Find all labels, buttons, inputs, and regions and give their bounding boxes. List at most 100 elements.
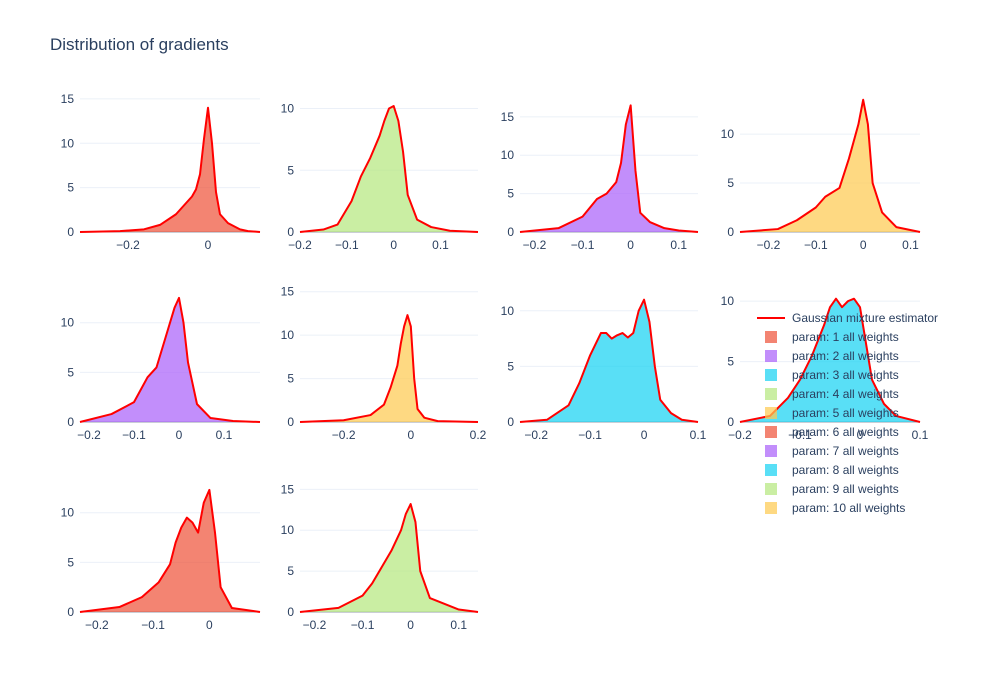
x-tick-label: 0 xyxy=(857,428,864,442)
legend-label: param: 2 all weights xyxy=(792,349,899,363)
y-tick-label: 10 xyxy=(721,294,735,308)
x-tick-label: −0.2 xyxy=(85,618,109,632)
y-tick-label: 0 xyxy=(67,605,74,619)
x-tick-label: −0.1 xyxy=(335,238,359,252)
y-tick-label: 10 xyxy=(501,148,515,162)
x-tick-label: −0.1 xyxy=(804,238,828,252)
estimator-line xyxy=(299,314,479,423)
histogram-area xyxy=(520,299,698,422)
legend-item[interactable]: param: 4 all weights xyxy=(765,387,899,401)
histogram-area xyxy=(80,107,260,232)
legend-color-swatch xyxy=(765,350,777,362)
y-tick-label: 0 xyxy=(727,415,734,429)
chart-title: Distribution of gradients xyxy=(50,35,229,54)
subplot-4: 0 5 10 −0.2 −0.1 0 0.1 xyxy=(721,98,921,252)
legend-item[interactable]: param: 1 all weights xyxy=(765,330,899,344)
legend: Gaussian mixture estimator param: 1 all w… xyxy=(757,311,938,515)
y-tick-label: 5 xyxy=(67,555,74,569)
y-tick-label: 10 xyxy=(501,304,515,318)
subplot-1: 0 5 10 15 −0.2 0 xyxy=(61,92,261,252)
y-tick-label: 15 xyxy=(281,285,295,299)
estimator-line xyxy=(79,106,261,233)
legend-item[interactable]: param: 9 all weights xyxy=(765,482,899,496)
histogram-area xyxy=(740,99,920,232)
estimator-line xyxy=(739,98,921,233)
histogram-area xyxy=(740,298,920,422)
x-tick-label: 0.1 xyxy=(690,428,707,442)
histogram-area xyxy=(300,106,478,232)
legend-item[interactable]: param: 7 all weights xyxy=(765,444,899,458)
legend-color-swatch xyxy=(765,331,777,343)
legend-item[interactable]: param: 10 all weights xyxy=(765,501,905,515)
y-tick-label: 5 xyxy=(287,372,294,386)
legend-item[interactable]: param: 6 all weights xyxy=(765,425,899,439)
x-tick-label: 0.2 xyxy=(470,428,487,442)
x-tick-label: 0 xyxy=(176,428,183,442)
estimator-line xyxy=(519,298,699,423)
x-tick-label: −0.1 xyxy=(578,428,602,442)
y-tick-label: 5 xyxy=(507,187,514,201)
x-tick-label: −0.1 xyxy=(571,238,595,252)
subplot-9: 0 5 10 −0.2 −0.1 0 xyxy=(61,488,261,632)
subplot-3: 0 5 10 15 −0.2 −0.1 0 0.1 xyxy=(501,104,699,252)
legend-item[interactable]: param: 5 all weights xyxy=(765,406,899,420)
y-tick-label: 10 xyxy=(281,523,295,537)
x-tick-label: 0 xyxy=(860,238,867,252)
y-tick-label: 0 xyxy=(507,225,514,239)
x-tick-label: 0 xyxy=(205,238,212,252)
x-tick-label: −0.2 xyxy=(757,238,781,252)
y-tick-label: 0 xyxy=(727,225,734,239)
legend-label: param: 4 all weights xyxy=(792,387,899,401)
legend-color-swatch xyxy=(765,407,777,419)
legend-color-swatch xyxy=(765,369,777,381)
subplot-10: 0 5 10 15 −0.2 −0.1 0 0.1 xyxy=(281,482,479,632)
x-tick-label: 0 xyxy=(390,238,397,252)
x-tick-label: −0.2 xyxy=(303,618,327,632)
legend-label: param: 1 all weights xyxy=(792,330,899,344)
legend-item[interactable]: param: 2 all weights xyxy=(765,349,899,363)
x-tick-label: 0.1 xyxy=(670,238,687,252)
x-tick-label: −0.1 xyxy=(122,428,146,442)
x-tick-label: −0.1 xyxy=(351,618,375,632)
estimator-line xyxy=(299,503,479,613)
legend-label: param: 7 all weights xyxy=(792,444,899,458)
x-tick-label: −0.1 xyxy=(141,618,165,632)
y-tick-label: 0 xyxy=(287,225,294,239)
legend-label: Gaussian mixture estimator xyxy=(792,311,938,325)
legend-color-swatch xyxy=(765,483,777,495)
legend-color-swatch xyxy=(765,464,777,476)
x-tick-label: 0.1 xyxy=(432,238,449,252)
y-tick-label: 15 xyxy=(281,482,295,496)
subplot-2: 0 5 10 −0.2 −0.1 0 0.1 xyxy=(281,102,479,252)
y-tick-label: 5 xyxy=(727,176,734,190)
legend-item[interactable]: param: 3 all weights xyxy=(765,368,899,382)
x-tick-label: 0 xyxy=(627,238,634,252)
estimator-line xyxy=(739,297,921,423)
y-tick-label: 0 xyxy=(287,415,294,429)
y-tick-label: 10 xyxy=(61,316,75,330)
y-tick-label: 0 xyxy=(67,225,74,239)
y-tick-label: 10 xyxy=(61,506,75,520)
estimator-line xyxy=(519,104,699,233)
x-tick-label: −0.2 xyxy=(524,428,548,442)
histogram-area xyxy=(300,504,478,612)
subplot-7: 0 5 10 −0.2 −0.1 0 0.1 xyxy=(501,298,707,442)
subplot-5: 0 5 10 −0.2 −0.1 0 0.1 xyxy=(61,296,261,442)
subplot-8: 0 5 10 −0.2 −0.1 0 0.1 xyxy=(721,294,929,442)
estimator-line xyxy=(79,296,261,423)
y-tick-label: 10 xyxy=(281,328,295,342)
x-tick-label: 0.1 xyxy=(450,618,467,632)
x-tick-label: −0.2 xyxy=(728,428,752,442)
y-tick-label: 5 xyxy=(67,365,74,379)
x-tick-label: 0.1 xyxy=(216,428,233,442)
legend-label: param: 6 all weights xyxy=(792,425,899,439)
histogram-area xyxy=(80,489,260,612)
legend-item[interactable]: param: 8 all weights xyxy=(765,463,899,477)
legend-item[interactable]: Gaussian mixture estimator xyxy=(757,311,938,325)
y-tick-label: 5 xyxy=(287,163,294,177)
legend-color-swatch xyxy=(765,502,777,514)
x-tick-label: 0 xyxy=(641,428,648,442)
x-tick-label: −0.2 xyxy=(288,238,312,252)
y-tick-label: 10 xyxy=(61,136,75,150)
